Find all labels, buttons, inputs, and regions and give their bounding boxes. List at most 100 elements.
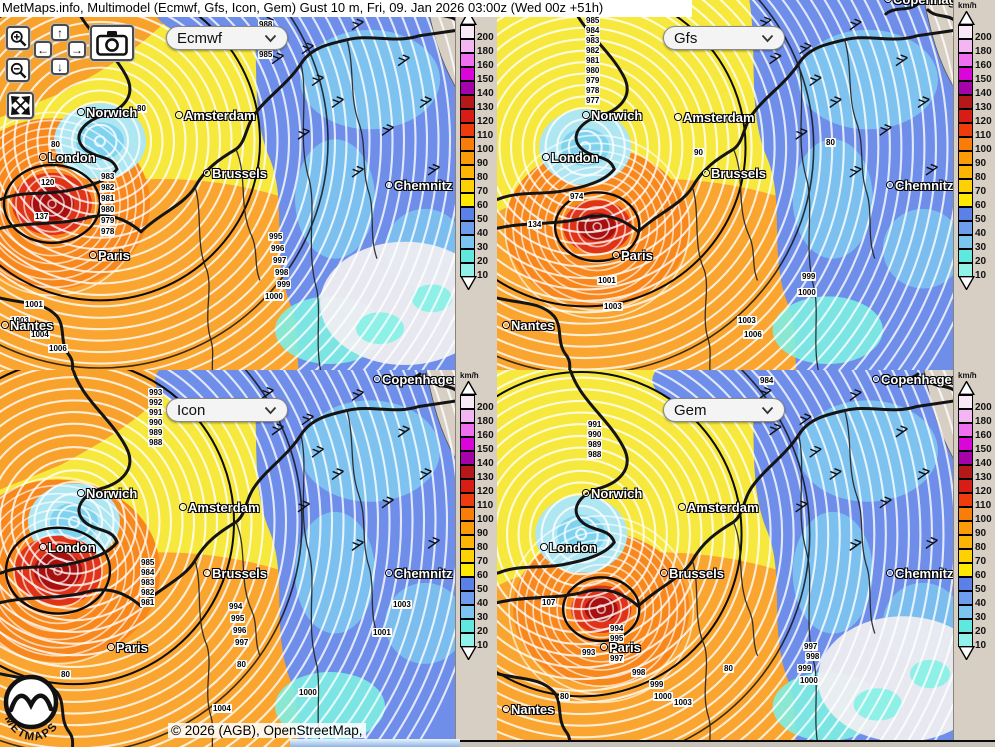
city-marker-icon [180, 503, 186, 510]
city-name: Nantes [511, 318, 555, 333]
scale-tick: 160 [477, 60, 494, 71]
pressure-label: 1001 [372, 628, 392, 637]
screenshot-button[interactable] [90, 25, 134, 61]
zoom-in-button[interactable] [6, 26, 30, 50]
pressure-label: 988 [148, 438, 164, 447]
map-icon[interactable]: Copenhagen Norwich Amsterdam London Brussels… [0, 370, 455, 747]
scale-cell [460, 451, 475, 465]
model-select-gfs[interactable]: Gfs [663, 26, 785, 50]
city-label-paris: Paris [601, 640, 641, 655]
scale-cell [460, 549, 475, 563]
scale-cell [460, 207, 475, 221]
city-label-london: London [543, 150, 599, 165]
color-scale: 200 180 160 150 140 130 120 110 100 90 80 70 60 50 40 3… [460, 11, 494, 290]
pan-left-button[interactable]: ← [34, 41, 52, 58]
city-marker-icon [108, 643, 114, 650]
scale-cell [958, 179, 973, 193]
scale-cell [958, 67, 973, 81]
scale-tick: 140 [477, 88, 494, 99]
pressure-label: 995 [609, 634, 625, 643]
map-gem[interactable]: Copenhagen Norwich Amsterdam London Brussels… [497, 370, 953, 747]
scale-tick: 150 [975, 74, 992, 85]
city-marker-icon [90, 251, 96, 258]
chevron-down-icon [761, 34, 774, 42]
scale-tick: 50 [477, 584, 489, 595]
city-name: Chemnitz [895, 566, 953, 581]
scale-tick: 60 [477, 570, 489, 581]
city-label-chemnitz: Chemnitz [887, 178, 953, 193]
model-select-value: Ecmwf [177, 29, 222, 47]
scale-arrow-down-icon [958, 276, 975, 290]
scale-tick: 30 [975, 612, 987, 623]
city-label-norwich: Norwich [583, 108, 642, 123]
city-marker-icon [583, 489, 589, 496]
pressure-label: 978 [585, 86, 601, 95]
pressure-label: 993 [581, 648, 597, 657]
scale-cell [958, 25, 973, 39]
scale-cell [958, 263, 973, 277]
scale-tick: 200 [975, 402, 992, 413]
scale-tick: 60 [477, 200, 489, 211]
scale-cell [460, 591, 475, 605]
map-gfs[interactable]: Copenhagen Norwich London Amsterdam Brussels… [497, 0, 953, 370]
pan-right-button[interactable]: → [68, 41, 86, 58]
pressure-label: 983 [140, 578, 156, 587]
scale-tick: 90 [975, 158, 987, 169]
city-label-copenhagen: Copenhagen [873, 372, 953, 387]
fullscreen-button[interactable] [7, 92, 34, 119]
legend-icon: km/h 200 180 160 150 140 130 120 110 100 90 80 70 60 5… [455, 370, 497, 747]
pressure-label: 998 [274, 268, 290, 277]
scale-cell [460, 395, 475, 409]
bottom-border [460, 740, 995, 742]
pan-up-button[interactable]: ↑ [51, 24, 69, 41]
attribution[interactable]: © 2026 (AGB), OpenStreetMap, [168, 723, 366, 738]
scale-tick: 120 [477, 486, 494, 497]
city-name: Norwich [591, 486, 643, 501]
quadrant-gfs: Copenhagen Norwich London Amsterdam Brussels… [497, 0, 995, 370]
scale-tick: 200 [477, 402, 494, 413]
pressure-label: 980 [585, 66, 601, 75]
city-name: Amsterdam [188, 500, 260, 515]
model-select-icon[interactable]: Icon [166, 398, 288, 422]
pressure-label: 80 [136, 104, 147, 113]
pressure-label: 984 [585, 26, 601, 35]
color-scale: 200 180 160 150 140 130 120 110 100 90 80 70 60 50 40 3… [958, 381, 992, 660]
pressure-label: 982 [585, 46, 601, 55]
pan-down-button[interactable]: ↓ [51, 58, 69, 75]
pressure-label: 997 [234, 638, 250, 647]
scale-tick: 50 [477, 214, 489, 225]
pressure-label: 134 [527, 220, 543, 229]
pressure-label: 1003 [392, 600, 412, 609]
model-select-ecmwf[interactable]: Ecmwf [166, 26, 288, 50]
metmaps-logo[interactable]: METMAPS [0, 673, 68, 747]
city-name: Nantes [511, 702, 555, 717]
pressure-label: 982 [100, 183, 116, 192]
legend-unit: km/h [460, 371, 479, 380]
legend-unit: km/h [958, 1, 977, 10]
scale-cell [460, 81, 475, 95]
pressure-label: 107 [541, 598, 557, 607]
scale-cell [958, 151, 973, 165]
scale-tick: 80 [975, 542, 987, 553]
scale-tick: 200 [477, 32, 494, 43]
map-ecmwf[interactable]: Norwich London Amsterdam Brussels Chemnitz Pa… [0, 0, 455, 370]
scale-cell [958, 109, 973, 123]
pressure-label: 995 [268, 232, 284, 241]
scale-tick: 200 [975, 32, 992, 43]
arrow-up-icon: ↑ [57, 25, 63, 40]
pressure-label: 985 [585, 16, 601, 25]
city-label-norwich: Norwich [78, 486, 137, 501]
model-select-gem[interactable]: Gem [663, 398, 785, 422]
scale-tick: 20 [477, 626, 489, 637]
zoom-out-button[interactable] [6, 58, 30, 82]
zoom-out-icon [10, 62, 26, 78]
pressure-label: 974 [569, 192, 585, 201]
scale-cell [460, 479, 475, 493]
scale-cell [958, 53, 973, 67]
scale-tick: 70 [975, 186, 987, 197]
pressure-label: 80 [723, 664, 734, 673]
city-name: Chemnitz [394, 178, 453, 193]
city-label-paris: Paris [90, 248, 130, 263]
scale-tick: 160 [477, 430, 494, 441]
legend-gem: km/h 200 180 160 150 140 130 120 110 100 90 80 70 60 5… [953, 370, 995, 747]
